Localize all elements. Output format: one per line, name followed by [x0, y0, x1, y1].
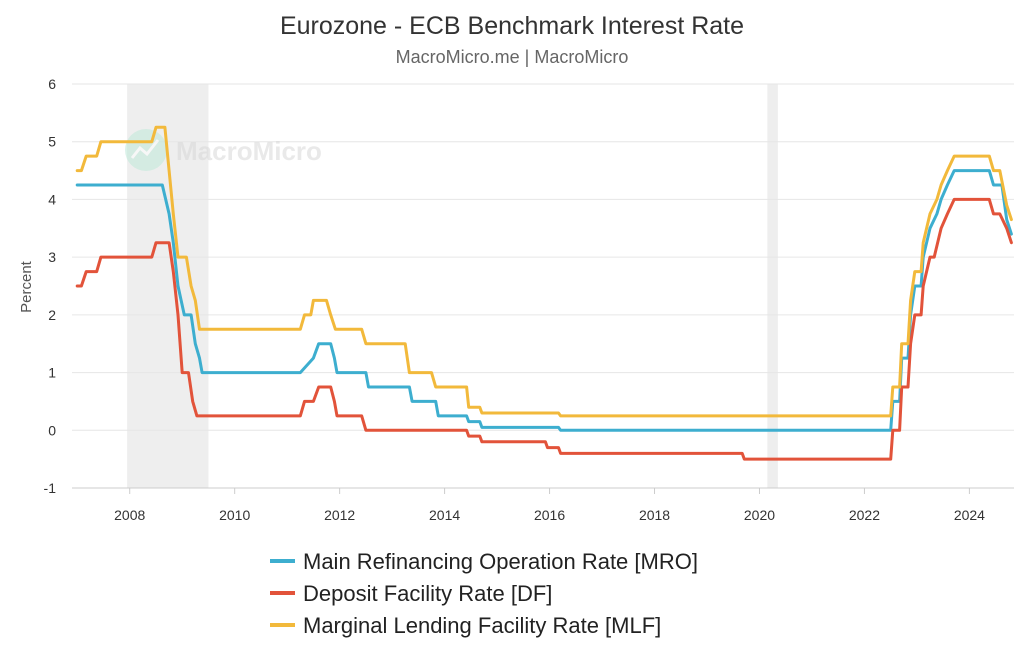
series-lines: [75, 125, 1013, 461]
y-tick-label: 6: [48, 76, 56, 92]
legend: Main Refinancing Operation Rate [MRO] Dep…: [270, 549, 698, 638]
legend-item[interactable]: Marginal Lending Facility Rate [MLF]: [270, 613, 661, 638]
watermark-logo-icon: [125, 129, 167, 171]
watermark-text: MacroMicro: [176, 136, 322, 166]
legend-label: Deposit Facility Rate [DF]: [303, 581, 552, 606]
y-tick-label: 3: [48, 249, 56, 265]
y-tick-label: 4: [48, 191, 56, 207]
y-tick-label: 2: [48, 307, 56, 323]
x-tick-label: 2014: [429, 507, 460, 523]
x-tick-label: 2024: [954, 507, 985, 523]
x-tick-label: 2016: [534, 507, 565, 523]
x-tick-label: 2018: [639, 507, 670, 523]
series-line-1: [75, 197, 1013, 461]
y-tick-label: 0: [48, 422, 56, 438]
legend-label: Main Refinancing Operation Rate [MRO]: [303, 549, 698, 574]
x-axis: 2008 2010 2012 2014 2016 2018 2020 2022 2024: [114, 488, 985, 523]
x-tick-label: 2022: [849, 507, 880, 523]
series-line-0: [75, 169, 1013, 432]
watermark-chart-icon: [130, 139, 160, 159]
y-tick-label: -1: [44, 480, 57, 496]
shaded-period-1: [767, 84, 778, 488]
x-tick-label: 2012: [324, 507, 355, 523]
series-line-2: [75, 125, 1013, 418]
x-tick-label: 2008: [114, 507, 145, 523]
y-tick-label: 5: [48, 134, 56, 150]
legend-item[interactable]: Main Refinancing Operation Rate [MRO]: [270, 549, 698, 574]
legend-label: Marginal Lending Facility Rate [MLF]: [303, 613, 661, 638]
x-tick-label: 2020: [744, 507, 775, 523]
legend-item[interactable]: Deposit Facility Rate [DF]: [270, 581, 552, 606]
y-tick-label: 1: [48, 365, 56, 381]
x-tick-label: 2010: [219, 507, 250, 523]
y-axis-title: Percent: [18, 260, 35, 313]
chart-subtitle: MacroMicro.me | MacroMicro: [396, 47, 629, 67]
y-axis: -1 0 1 2 3 4 5 6: [44, 76, 57, 496]
watermark: MacroMicro: [125, 129, 322, 171]
chart-title: Eurozone - ECB Benchmark Interest Rate: [280, 12, 744, 40]
